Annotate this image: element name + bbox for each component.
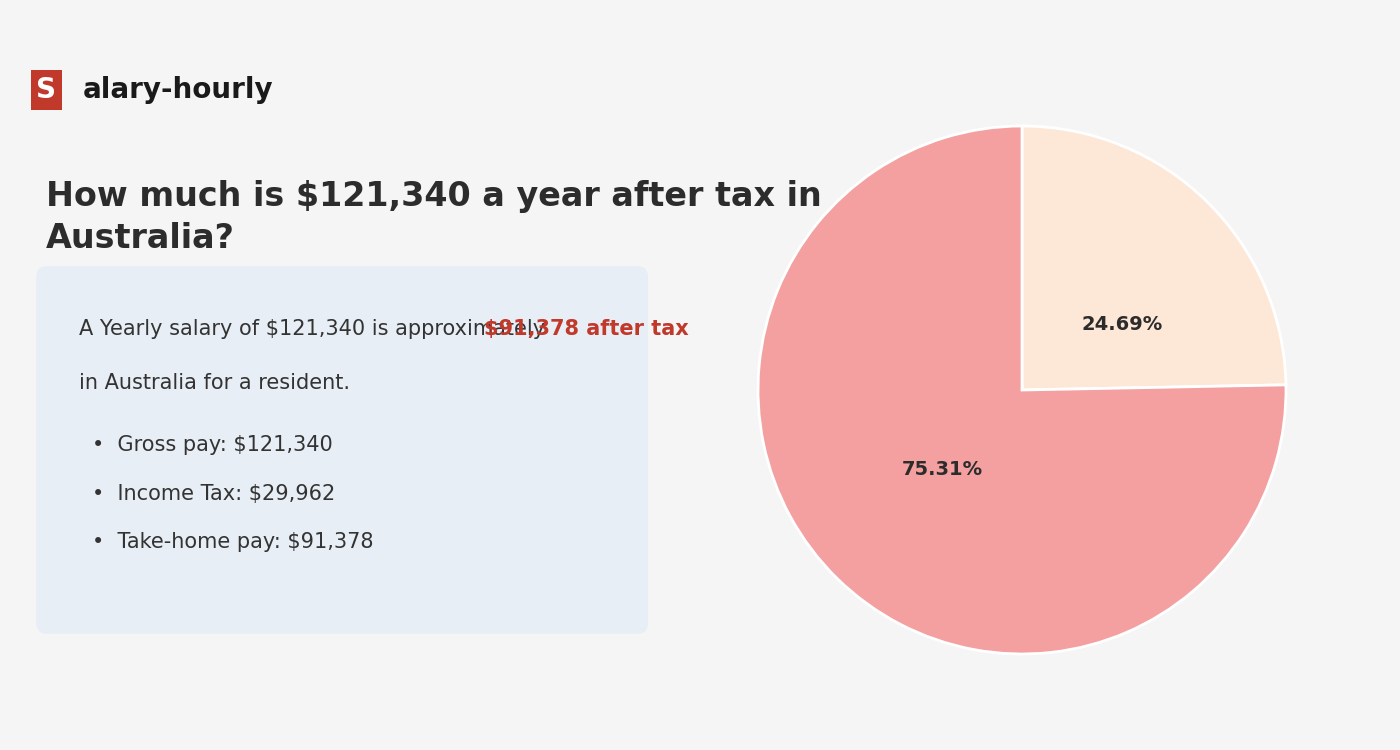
Text: •  Take-home pay: $91,378: • Take-home pay: $91,378 bbox=[92, 532, 374, 553]
Wedge shape bbox=[1022, 126, 1287, 390]
Text: •  Gross pay: $121,340: • Gross pay: $121,340 bbox=[92, 435, 333, 455]
Text: 75.31%: 75.31% bbox=[902, 460, 983, 478]
Text: S: S bbox=[36, 76, 56, 104]
Text: in Australia for a resident.: in Australia for a resident. bbox=[78, 373, 350, 393]
Text: A Yearly salary of $121,340 is approximately: A Yearly salary of $121,340 is approxima… bbox=[78, 319, 552, 339]
Wedge shape bbox=[757, 126, 1287, 654]
Text: How much is $121,340 a year after tax in
Australia?: How much is $121,340 a year after tax in… bbox=[46, 180, 822, 255]
Text: 24.69%: 24.69% bbox=[1082, 314, 1163, 334]
FancyBboxPatch shape bbox=[36, 266, 648, 634]
Text: alary-hourly: alary-hourly bbox=[83, 76, 273, 104]
Legend: Income Tax, Take-home Pay: Income Tax, Take-home Pay bbox=[668, 0, 1032, 3]
Text: $91,378 after tax: $91,378 after tax bbox=[483, 319, 689, 339]
Text: •  Income Tax: $29,962: • Income Tax: $29,962 bbox=[92, 484, 336, 504]
